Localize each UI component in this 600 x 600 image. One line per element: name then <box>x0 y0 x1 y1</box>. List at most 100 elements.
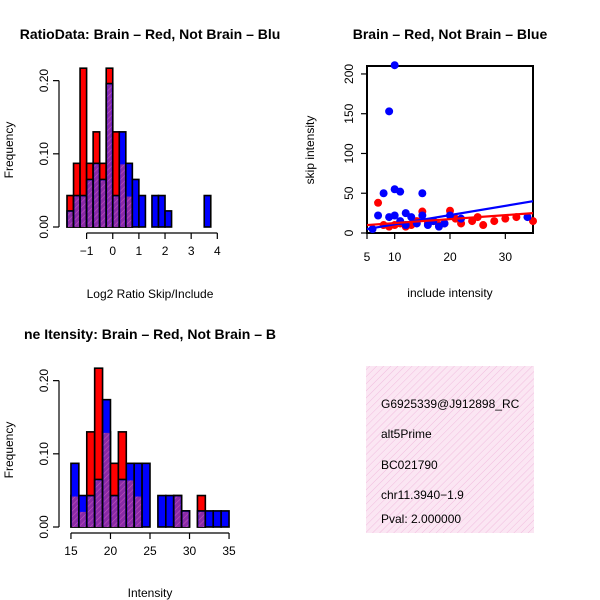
y-tick-label: 0.00 <box>37 215 51 239</box>
ratio-histogram: RatioData: Brain – Red, Not Brain – Blu … <box>2 26 280 301</box>
y-tick-label: 150 <box>342 103 356 123</box>
bar-notbrain-18 <box>212 510 222 528</box>
point-brain <box>374 198 383 207</box>
point-brain <box>468 217 477 226</box>
bar-notbrain-11 <box>138 194 147 228</box>
bar-overlap-4 <box>94 164 99 227</box>
x-tick-label: 15 <box>64 544 78 558</box>
info-box-background <box>366 366 534 533</box>
bar-overlap-8 <box>135 496 142 527</box>
bar-overlap-0 <box>71 496 78 527</box>
intensity-histogram-ylabel: Frequency <box>2 422 16 479</box>
intensity-histogram-bars <box>70 367 230 528</box>
info-line-location: chr11.3940−1.9 <box>381 488 464 502</box>
point-notbrain <box>374 211 383 220</box>
y-tick-label: 0.00 <box>37 515 51 539</box>
point-notbrain <box>418 189 427 198</box>
x-tick-label: 30 <box>183 544 197 558</box>
bar-notbrain-14 <box>157 194 166 228</box>
event-info-box: G6925339@J912898_RC alt5Prime BC021790 c… <box>366 366 534 533</box>
bar-notbrain-13 <box>151 194 160 228</box>
fit-line-notbrain <box>366 200 534 231</box>
y-tick-label: 0 <box>342 229 356 236</box>
bar-overlap-1 <box>74 196 80 227</box>
intensity-scatter-ylabel: skip intensity <box>303 116 317 185</box>
point-notbrain <box>407 213 416 222</box>
x-tick-label: −1 <box>80 244 94 258</box>
y-tick-label: 0.10 <box>37 142 51 166</box>
info-line-id: G6925339@J912898_RC <box>381 397 520 411</box>
bar-overlap-14 <box>182 511 189 527</box>
bar-overlap-7 <box>113 196 119 227</box>
point-notbrain <box>379 189 388 198</box>
y-tick-label: 100 <box>342 143 356 163</box>
y-tick-label: 0.10 <box>37 442 51 466</box>
bar-overlap-5 <box>100 180 106 227</box>
x-tick-label: 20 <box>104 544 118 558</box>
point-notbrain <box>423 221 432 230</box>
ratio-histogram-title: RatioData: Brain – Red, Not Brain – Blu <box>20 26 281 42</box>
bar-notbrain-9 <box>141 462 151 528</box>
point-notbrain <box>390 61 399 70</box>
x-tick-label: 2 <box>162 244 169 258</box>
x-tick-label: 35 <box>222 544 236 558</box>
intensity-scatter-title: Brain – Red, Not Brain – Blue <box>353 26 548 42</box>
y-tick-label: 0.20 <box>37 69 51 93</box>
intensity-scatter-axes: 5 10 20 30 0 50 100 150 200 <box>342 64 512 264</box>
info-line-pval: Pval: 2.000000 <box>381 512 461 526</box>
info-line-type: alt5Prime <box>381 427 432 441</box>
y-tick-label: 200 <box>342 64 356 84</box>
bar-overlap-8 <box>120 164 125 227</box>
bar-notbrain-11 <box>157 494 167 528</box>
y-tick-label: 0.20 <box>37 369 51 393</box>
bar-notbrain-10 <box>131 178 140 228</box>
intensity-histogram-title: ne Itensity: Brain – Red, Not Brain – B <box>24 326 276 342</box>
x-tick-label: 0 <box>109 244 116 258</box>
bar-overlap-2 <box>87 496 94 527</box>
intensity-histogram: ne Itensity: Brain – Red, Not Brain – B … <box>2 326 276 600</box>
x-tick-label: 25 <box>143 544 157 558</box>
point-notbrain <box>418 211 427 220</box>
intensity-scatter: Brain – Red, Not Brain – Blue include in… <box>303 26 547 300</box>
bar-overlap-3 <box>87 180 93 227</box>
x-tick-label: 4 <box>214 244 221 258</box>
x-tick-label: 20 <box>443 250 457 264</box>
ratio-histogram-ylabel: Frequency <box>2 122 16 179</box>
intensity-histogram-xlabel: Intensity <box>128 586 173 600</box>
x-tick-label: 30 <box>499 250 513 264</box>
bar-notbrain-15 <box>164 210 173 228</box>
x-tick-label: 5 <box>364 250 371 264</box>
point-brain <box>501 214 510 223</box>
bar-notbrain-17 <box>204 510 215 528</box>
intensity-histogram-axes: 15 20 25 30 35 0.00 0.10 0.20 <box>37 369 236 558</box>
y-tick-label: 50 <box>342 186 356 200</box>
intensity-scatter-points <box>366 61 537 234</box>
bar-overlap-6 <box>107 84 112 228</box>
bar-overlap-1 <box>79 511 86 527</box>
bar-notbrain-12 <box>165 494 175 528</box>
fit-line-brain <box>366 212 534 227</box>
bar-notbrain-19 <box>220 510 230 528</box>
bar-overlap-7 <box>127 480 134 527</box>
point-brain <box>529 217 537 226</box>
point-notbrain <box>401 209 410 218</box>
x-tick-label: 10 <box>388 250 402 264</box>
point-notbrain <box>385 107 394 116</box>
info-line-accession: BC021790 <box>381 458 438 472</box>
point-notbrain <box>390 211 399 220</box>
bar-overlap-9 <box>126 196 132 227</box>
ratio-histogram-xlabel: Log2 Ratio Skip/Include <box>87 287 214 301</box>
point-brain <box>490 217 499 226</box>
x-tick-label: 3 <box>188 244 195 258</box>
bar-overlap-6 <box>119 480 126 527</box>
bar-overlap-4 <box>103 432 110 527</box>
point-notbrain <box>440 219 449 228</box>
bar-overlap-2 <box>81 196 86 227</box>
x-tick-label: 1 <box>136 244 143 258</box>
point-notbrain <box>523 213 532 222</box>
bar-notbrain-21 <box>203 194 212 228</box>
intensity-scatter-xlabel: include intensity <box>407 286 492 300</box>
point-notbrain <box>396 187 405 196</box>
bar-overlap-5 <box>111 496 118 527</box>
